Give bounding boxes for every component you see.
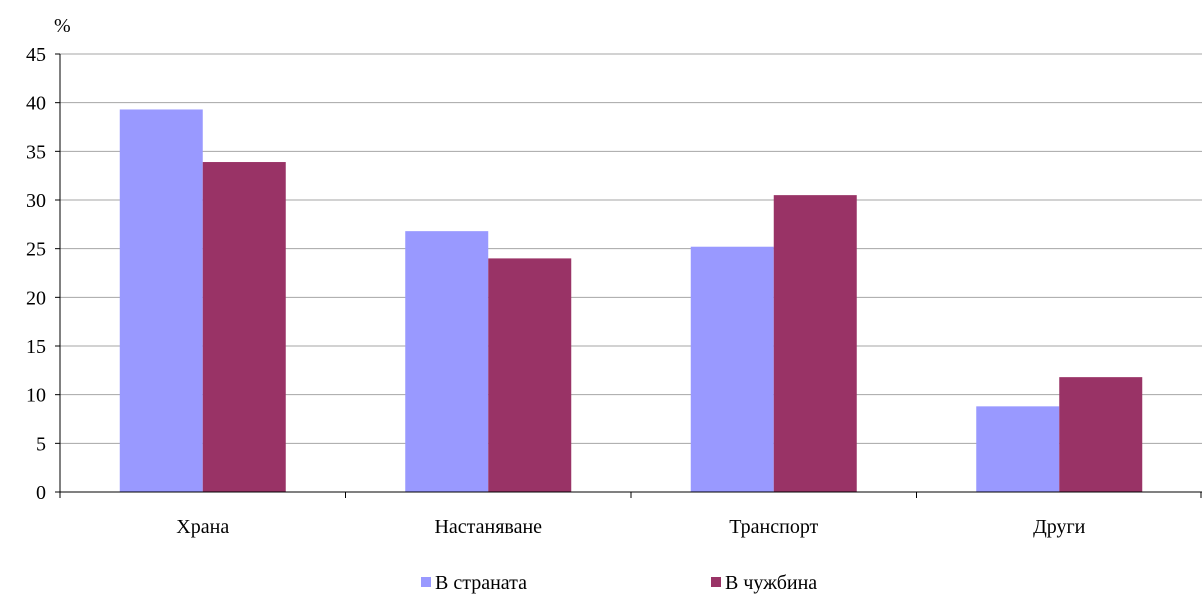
bar-domestic	[976, 406, 1060, 492]
x-tick-label: Транспорт	[729, 516, 818, 538]
y-tick-label: 25	[26, 239, 46, 261]
bar-domestic	[119, 109, 203, 492]
y-axis-label: %	[54, 15, 71, 37]
bars	[119, 109, 1143, 493]
bar-abroad	[488, 258, 572, 492]
x-tick-label: Настаняване	[434, 516, 542, 538]
axes: 0 5 10 15 20 25 30 35 40 45 Храна Настаняване Трансп…	[26, 44, 1202, 538]
y-tick-label: 5	[36, 433, 46, 455]
legend-label: В чужбина	[725, 572, 817, 594]
y-tick-label: 35	[26, 141, 46, 163]
legend: В страната В чужбина	[421, 572, 817, 594]
y-tick-label: 45	[26, 44, 46, 66]
y-tick-label: 30	[26, 190, 46, 212]
bar-domestic	[405, 231, 489, 492]
y-tick-label: 20	[26, 287, 46, 309]
legend-swatch	[421, 577, 431, 587]
legend-label: В страната	[435, 572, 527, 594]
y-tick-label: 0	[36, 482, 46, 504]
y-tick-label: 10	[26, 385, 46, 407]
bar-abroad	[773, 195, 857, 492]
x-tick-label: Храна	[176, 516, 229, 538]
y-tick-label: 15	[26, 336, 46, 358]
bar-abroad	[202, 162, 286, 493]
bar-domestic	[690, 246, 774, 492]
bar-abroad	[1059, 377, 1143, 492]
y-tick-label: 40	[26, 93, 46, 115]
x-tick-label: Други	[1033, 516, 1086, 538]
legend-swatch	[711, 577, 721, 587]
